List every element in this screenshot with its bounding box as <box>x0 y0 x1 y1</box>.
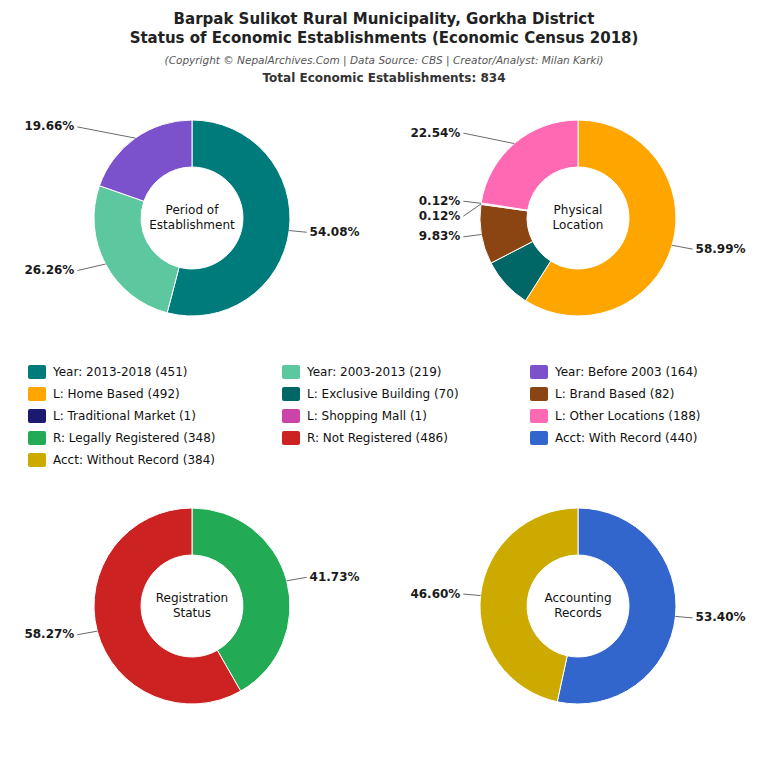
legend-entry: L: Exclusive Building (70) <box>307 387 459 401</box>
chart-title: Period of <box>166 203 220 217</box>
legend-swatch <box>282 409 300 423</box>
donut-chart: L: Home Based (492)L: Exclusive Building… <box>410 120 745 316</box>
legend-entry: L: Other Locations (188) <box>555 409 701 423</box>
legend-swatch <box>28 431 46 445</box>
legend-swatch <box>28 409 46 423</box>
slice: R: Not Registered (486) <box>94 508 241 704</box>
leader-line <box>463 594 480 595</box>
legend-swatch <box>28 365 46 379</box>
legend-swatch <box>282 431 300 445</box>
legend-entry: Year: Before 2003 (164) <box>554 365 698 379</box>
legend-swatch <box>530 365 548 379</box>
figure: Barpak Sulikot Rural Municipality, Gorkh… <box>0 0 768 768</box>
legend-entry: L: Traditional Market (1) <box>53 409 196 423</box>
donut-chart: R: Legally Registered (348)R: Not Regist… <box>24 508 359 704</box>
legend-swatch <box>282 387 300 401</box>
data-label: 54.08% <box>310 225 360 239</box>
donut-chart: Acct: With Record (440)Acct: Without Rec… <box>410 508 745 704</box>
chart-title: Status <box>173 606 211 620</box>
data-label: 41.73% <box>310 570 360 584</box>
legend-entry: Acct: Without Record (384) <box>53 453 215 467</box>
data-label: 22.54% <box>410 126 460 140</box>
data-label: 0.12% <box>419 194 461 208</box>
legend-entry: R: Legally Registered (348) <box>53 431 215 445</box>
chart-title: Establishment <box>149 218 235 232</box>
data-label: 9.83% <box>419 229 461 243</box>
legend-entry: L: Shopping Mall (1) <box>307 409 427 423</box>
legend-swatch <box>28 387 46 401</box>
legend-entry: L: Brand Based (82) <box>555 387 674 401</box>
chart-title: Physical <box>554 203 603 217</box>
legend-entry: Year: 2003-2013 (219) <box>306 365 442 379</box>
data-label: 53.40% <box>696 610 746 624</box>
data-label: 46.60% <box>410 587 460 601</box>
chart-title: Registration <box>156 591 228 605</box>
leader-line <box>463 235 481 237</box>
title: Barpak Sulikot Rural Municipality, Gorkh… <box>174 10 595 28</box>
legend-swatch <box>282 365 300 379</box>
leader-line <box>463 204 481 216</box>
chart-title: Location <box>553 218 604 232</box>
leader-line <box>77 127 135 138</box>
legend-entry: Acct: With Record (440) <box>555 431 697 445</box>
legend: Year: 2013-2018 (451) Year: 2003-2013 (21… <box>28 365 701 468</box>
leader-line <box>463 201 481 203</box>
slice: Year: Before 2003 (164) <box>99 120 192 201</box>
leader-line <box>463 133 514 143</box>
legend-entry: R: Not Registered (486) <box>307 431 448 445</box>
slice: L: Other Locations (188) <box>481 120 578 210</box>
data-label: 58.27% <box>24 627 74 641</box>
legend-entry: Year: 2013-2018 (451) <box>52 365 188 379</box>
slice: L: Brand Based (82) <box>480 204 533 263</box>
leader-line <box>672 245 693 249</box>
leader-line <box>77 631 97 635</box>
legend-swatch <box>530 409 548 423</box>
data-label: 58.99% <box>696 242 746 256</box>
annotation: Total Economic Establishments: 834 <box>263 71 506 85</box>
leader-line <box>77 264 105 270</box>
legend-swatch <box>530 431 548 445</box>
chart-title: Accounting <box>544 591 611 605</box>
data-label: 19.66% <box>24 119 74 133</box>
data-label: 0.12% <box>419 209 461 223</box>
donut-chart: Year: 2013-2018 (451)Year: 2003-2013 (21… <box>24 119 359 316</box>
subtitle: (Copyright © NepalArchives.Com | Data So… <box>165 54 604 67</box>
leader-line <box>675 616 692 617</box>
legend-swatch <box>530 387 548 401</box>
leader-line <box>287 577 307 581</box>
legend-entry: L: Home Based (492) <box>53 387 180 401</box>
chart-title: Records <box>554 606 602 620</box>
legend-swatch <box>28 453 46 467</box>
leader-line <box>289 231 306 233</box>
title: Status of Economic Establishments (Econo… <box>130 29 639 47</box>
data-label: 26.26% <box>24 263 74 277</box>
